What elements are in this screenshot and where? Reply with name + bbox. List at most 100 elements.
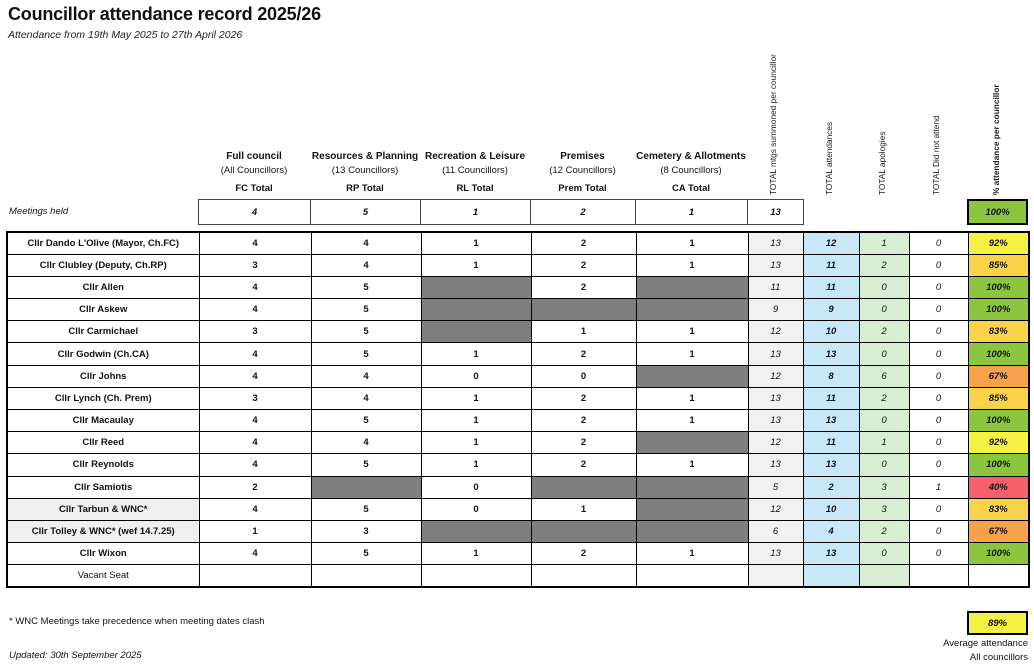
committee-name: Cemetery & Allotments [636,151,746,162]
committee-name: Premises [560,151,605,162]
meetings-held-cell: 13 [770,206,781,218]
councillor-name: Cllr Johns [6,364,200,388]
rl-total-cell [420,320,532,344]
committee-total-label: FC Total [235,183,273,194]
rp-total-cell: 3 [310,519,422,544]
prem-total-cell: 0 [530,364,637,388]
ca-total-cell [635,431,749,455]
ca-total-cell: 1 [635,342,749,366]
prem-total-cell: 2 [530,386,637,411]
total-apo-cell: 1 [858,431,910,455]
total-att-cell: 11 [802,275,860,300]
fc-total-cell: 4 [198,453,312,477]
ca-total-cell [635,564,749,588]
total-dna-cell: 0 [908,298,969,322]
meetings-held-cell: 2 [531,200,636,224]
fc-total-cell [198,564,312,588]
total-mtgs-cell: 13 [747,542,804,566]
total-mtgs-cell: 12 [747,497,804,521]
total-dna-cell: 0 [908,497,969,521]
total-apo-cell: 3 [858,475,910,499]
prem-total-cell: 1 [530,320,637,344]
total-att-cell: 10 [802,497,860,521]
fc-total-cell: 4 [198,497,312,521]
total-dna-cell: 0 [908,408,969,433]
total-mtgs-cell: 13 [747,342,804,366]
percent-attendance-cell: 92% [967,431,1030,455]
committee-name: Recreation & Leisure [424,151,526,162]
committee-header: Resources & Planning (13 Councillors) RP T… [310,150,420,195]
total-att-cell: 11 [802,253,860,277]
percent-attendance-cell: 85% [967,253,1030,277]
percent-attendance-cell: 85% [967,386,1030,411]
percent-attendance-cell: 67% [967,519,1030,544]
total-dna-cell: 0 [908,342,969,366]
councillor-name: Cllr Carmichael [6,320,200,344]
total-apo-cell: 0 [858,453,910,477]
total-dna-cell: 0 [908,519,969,544]
total-apo-cell: 2 [858,386,910,411]
rp-total-cell [310,564,422,588]
totals-column-header: TOTAL Did not attend [931,115,941,195]
total-att-cell: 13 [802,542,860,566]
table-row: Cllr Tarbun & WNC* 4 5 0 1 12 10 3 0 83% [6,497,1030,521]
rl-total-cell: 1 [420,231,532,255]
totals-column-header: TOTAL apologies [877,131,887,196]
totals-column-header: TOTAL attendances [824,121,834,195]
committee-total-label: Prem Total [558,183,607,194]
prem-total-cell [530,519,637,544]
meetings-held-label: Meetings held [9,206,69,217]
table-row: Cllr Wixon 4 5 1 2 1 13 13 0 0 100% [6,542,1030,566]
fc-total-cell: 4 [198,298,312,322]
total-att-cell: 2 [802,475,860,499]
total-att-cell: 12 [802,231,860,255]
rl-total-cell: 0 [420,497,532,521]
committee-size: (All Councillors) [220,165,288,176]
table-row: Cllr Godwin (Ch.CA) 4 5 1 2 1 13 13 0 0 100% [6,342,1030,366]
councillor-name: Vacant Seat [6,564,200,588]
total-att-cell: 11 [802,431,860,455]
total-dna-cell: 0 [908,231,969,255]
total-apo-cell: 0 [858,408,910,433]
rl-total-cell: 1 [420,453,532,477]
meetings-held-cell: 5 [311,200,421,224]
meetings-held-percent: 100% [967,199,1028,225]
committee-total-label: CA Total [672,183,710,194]
total-mtgs-cell: 9 [747,298,804,322]
prem-total-cell: 1 [530,497,637,521]
rp-total-cell: 5 [310,408,422,433]
meetings-held-row: 4 5 1 2 1 13 [198,199,804,225]
total-att-cell: 13 [802,342,860,366]
rl-total-cell [420,298,532,322]
councillor-name: Cllr Askew [6,298,200,322]
table-row: Cllr Macaulay 4 5 1 2 1 13 13 0 0 100% [6,408,1030,433]
prem-total-cell: 2 [530,231,637,255]
ca-total-cell [635,364,749,388]
total-apo-cell: 2 [858,519,910,544]
committee-size: (11 Councillors) [442,165,508,176]
prem-total-cell: 2 [530,453,637,477]
fc-total-cell: 4 [198,275,312,300]
fc-total-cell: 4 [198,364,312,388]
percent-attendance-cell: 83% [967,320,1030,344]
percent-attendance-cell [967,564,1030,588]
fc-total-cell: 3 [198,253,312,277]
fc-total-cell: 3 [198,386,312,411]
prem-total-cell: 2 [530,431,637,455]
rp-total-cell: 5 [310,320,422,344]
total-apo-cell: 2 [858,253,910,277]
rp-total-cell: 5 [310,275,422,300]
fc-total-cell: 4 [198,342,312,366]
table-row: Cllr Lynch (Ch. Prem) 3 4 1 2 1 13 11 2 0 85% [6,386,1030,411]
page-subtitle: Attendance from 19th May 2025 to 27th Ap… [8,29,243,41]
prem-total-cell: 2 [530,542,637,566]
rp-total-cell: 5 [310,453,422,477]
total-apo-cell: 0 [858,542,910,566]
table-row: Vacant Seat [6,564,1030,588]
total-mtgs-cell: 13 [747,386,804,411]
committee-header: Recreation & Leisure (11 Councillors) RL T… [420,150,530,195]
councillor-name: Cllr Tarbun & WNC* [6,497,200,521]
rp-total-cell: 4 [310,431,422,455]
rl-total-cell: 1 [420,431,532,455]
average-attendance-caption: Average attendance All councillors [943,637,1028,664]
